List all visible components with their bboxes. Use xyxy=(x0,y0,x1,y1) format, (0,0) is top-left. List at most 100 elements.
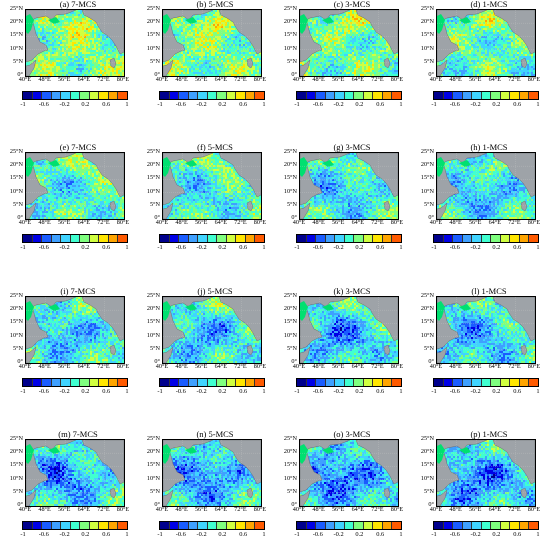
sst-cell xyxy=(205,44,207,46)
sst-cell xyxy=(322,20,324,22)
sst-cell xyxy=(177,32,179,34)
sst-cell xyxy=(84,58,86,60)
sst-cell xyxy=(374,32,376,34)
sst-cell xyxy=(245,38,247,40)
sst-cell xyxy=(38,26,40,28)
sst-cell xyxy=(42,34,44,36)
sst-cell xyxy=(106,60,108,62)
sst-cell xyxy=(376,74,378,76)
sst-cell xyxy=(308,26,310,28)
sst-cell xyxy=(376,54,378,56)
sst-cell xyxy=(80,60,82,62)
sst-cell xyxy=(318,74,320,76)
sst-cell xyxy=(223,38,225,40)
sst-cell xyxy=(189,70,191,72)
sst-cell xyxy=(316,38,318,40)
sst-cell xyxy=(217,28,219,30)
sst-cell xyxy=(332,26,334,28)
sst-cell xyxy=(215,44,217,46)
sst-cell xyxy=(100,32,102,34)
sst-cell xyxy=(366,24,368,26)
sst-cell xyxy=(312,66,314,68)
sst-cell xyxy=(68,16,70,18)
sst-cell xyxy=(104,48,106,50)
sst-cell xyxy=(374,48,376,50)
sst-cell xyxy=(42,38,44,40)
sst-cell xyxy=(58,38,60,40)
sst-cell xyxy=(102,46,104,48)
sst-cell xyxy=(96,34,98,36)
sst-cell xyxy=(183,30,185,32)
sst-cell xyxy=(245,40,247,42)
sst-cell xyxy=(380,62,382,64)
sst-cell xyxy=(54,34,56,36)
sst-cell xyxy=(372,50,374,52)
sst-cell xyxy=(213,44,215,46)
sst-cell xyxy=(354,42,356,44)
sst-cell xyxy=(394,72,396,74)
sst-cell xyxy=(38,72,40,74)
sst-cell xyxy=(191,50,193,52)
sst-cell xyxy=(215,26,217,28)
sst-cell xyxy=(60,22,62,24)
colorbar-swatch xyxy=(169,92,180,99)
sst-cell xyxy=(358,66,360,68)
sst-cell xyxy=(62,20,64,22)
sst-cell xyxy=(80,74,82,76)
sst-cell xyxy=(340,50,342,52)
sst-cell xyxy=(247,58,249,60)
sst-cell xyxy=(70,38,72,40)
sst-cell xyxy=(88,70,90,72)
sst-cell xyxy=(215,40,217,42)
sst-cell xyxy=(209,46,211,48)
sst-cell xyxy=(338,66,340,68)
sst-cell xyxy=(78,70,80,72)
sst-cell xyxy=(211,60,213,62)
sst-cell xyxy=(237,56,239,58)
sst-cell xyxy=(90,68,92,70)
sst-cell xyxy=(249,42,251,44)
sst-cell xyxy=(213,40,215,42)
sst-cell xyxy=(328,60,330,62)
sst-cell xyxy=(326,62,328,64)
sst-cell xyxy=(74,28,76,30)
sst-cell xyxy=(308,20,310,22)
sst-cell xyxy=(60,74,62,76)
sst-cell xyxy=(114,66,116,68)
sst-cell xyxy=(219,28,221,30)
sst-cell xyxy=(360,36,362,38)
sst-cell xyxy=(90,18,92,20)
sst-cell xyxy=(44,68,46,70)
sst-cell xyxy=(58,56,60,58)
sst-cell xyxy=(58,26,60,28)
sst-cell xyxy=(344,34,346,36)
sst-cell xyxy=(199,38,201,40)
sst-cell xyxy=(241,42,243,44)
sst-cell xyxy=(203,68,205,70)
sst-cell xyxy=(185,64,187,66)
sst-cell xyxy=(42,20,44,22)
sst-cell xyxy=(233,54,235,56)
sst-cell xyxy=(187,58,189,60)
sst-cell xyxy=(390,62,392,64)
sst-cell xyxy=(344,74,346,76)
sst-cell xyxy=(233,46,235,48)
sst-cell xyxy=(352,26,354,28)
sst-cell xyxy=(217,74,219,76)
sst-cell xyxy=(70,48,72,50)
sst-cell xyxy=(104,46,106,48)
sst-cell xyxy=(332,56,334,58)
sst-cell xyxy=(205,48,207,50)
sst-cell xyxy=(187,28,189,30)
sst-cell xyxy=(197,74,199,76)
sst-cell xyxy=(227,50,229,52)
sst-cell xyxy=(40,54,42,56)
sst-cell xyxy=(64,24,66,26)
sst-cell xyxy=(356,42,358,44)
sst-cell xyxy=(322,62,324,64)
sst-cell xyxy=(78,62,80,64)
sst-cell xyxy=(203,26,205,28)
sst-cell xyxy=(90,62,92,64)
sst-cell xyxy=(318,60,320,62)
sst-cell xyxy=(177,24,179,26)
